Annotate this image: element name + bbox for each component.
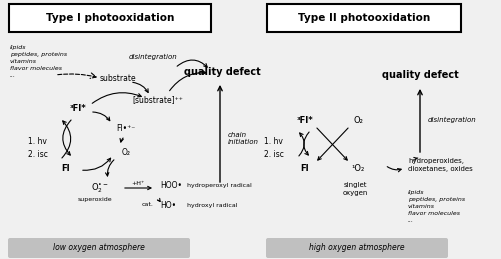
FancyArrowPatch shape [177,60,207,67]
FancyArrowPatch shape [93,112,110,121]
FancyBboxPatch shape [8,238,189,258]
Text: O₂: O₂ [121,147,130,156]
Text: disintegration: disintegration [128,54,177,60]
FancyArrowPatch shape [132,82,148,92]
FancyBboxPatch shape [266,238,447,258]
FancyBboxPatch shape [9,4,210,32]
Text: ³Fl*: ³Fl* [296,116,313,125]
Text: HO•: HO• [160,200,176,210]
FancyBboxPatch shape [267,4,460,32]
Text: hydroperoxyl radical: hydroperoxyl radical [187,183,251,188]
FancyArrowPatch shape [125,186,151,190]
FancyArrowPatch shape [303,132,309,155]
Text: Type I photooxidation: Type I photooxidation [46,13,174,23]
FancyArrowPatch shape [92,93,141,103]
FancyArrowPatch shape [120,138,123,142]
FancyArrowPatch shape [413,157,417,160]
Text: O$_2^{\bullet-}$: O$_2^{\bullet-}$ [91,181,109,195]
FancyArrowPatch shape [157,198,160,202]
Text: HOO•: HOO• [160,181,182,190]
FancyArrowPatch shape [62,121,71,158]
Text: disintegration: disintegration [427,117,476,123]
FancyArrowPatch shape [105,160,114,176]
FancyArrowPatch shape [317,128,347,160]
Text: superoxide: superoxide [78,198,112,203]
Text: quality defect: quality defect [381,70,457,80]
Text: Fl: Fl [62,163,70,172]
Text: hydroxyl radical: hydroxyl radical [187,203,237,207]
FancyArrowPatch shape [417,90,421,152]
Text: quality defect: quality defect [183,67,260,77]
Text: singlet
oxygen: singlet oxygen [342,182,367,196]
FancyArrowPatch shape [298,133,304,156]
Text: lipids
peptides, proteins
vitamins
flavor molecules
...: lipids peptides, proteins vitamins flavo… [407,190,464,223]
Text: chain
initiation: chain initiation [227,132,259,145]
Text: cat.: cat. [142,203,154,207]
Text: substrate: substrate [100,74,136,83]
FancyArrowPatch shape [169,71,205,91]
FancyArrowPatch shape [63,120,71,155]
Text: lipids
peptides, proteins
vitamins
flavor molecules
...: lipids peptides, proteins vitamins flavo… [10,45,67,78]
Text: [substrate]⁺⁺: [substrate]⁺⁺ [132,96,183,104]
Text: ¹O₂: ¹O₂ [351,163,364,172]
Text: hydroperoxides,
dioxetanes, oxides: hydroperoxides, dioxetanes, oxides [407,158,472,172]
Text: +H⁺: +H⁺ [131,181,144,185]
Text: O₂: O₂ [352,116,362,125]
FancyArrowPatch shape [217,86,222,182]
Text: Fl•⁺⁻: Fl•⁺⁻ [116,124,135,133]
Text: high oxygen atmosphere: high oxygen atmosphere [309,243,404,253]
Text: 1. hv
2. isc: 1. hv 2. isc [264,137,283,159]
Text: Type II photooxidation: Type II photooxidation [297,13,429,23]
Text: 1. hv
2. isc: 1. hv 2. isc [28,137,48,159]
Text: Fl: Fl [300,163,309,172]
Text: ³Fl*: ³Fl* [70,104,86,112]
FancyArrowPatch shape [386,167,400,172]
Text: low oxygen atmosphere: low oxygen atmosphere [53,243,145,253]
FancyArrowPatch shape [83,158,110,170]
FancyArrowPatch shape [316,128,347,160]
